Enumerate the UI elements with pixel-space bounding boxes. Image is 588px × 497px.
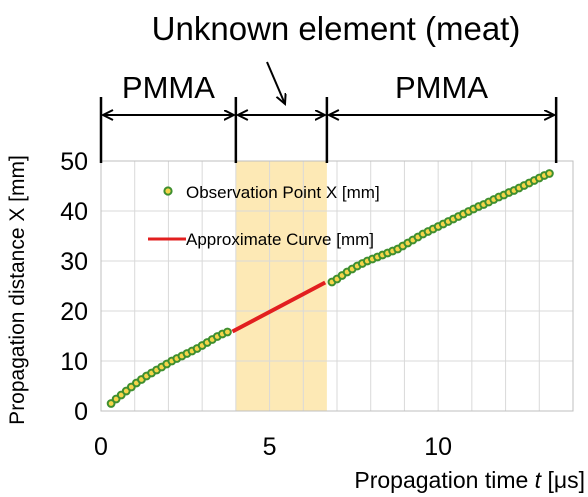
region-arrow-head xyxy=(326,109,340,121)
x-axis-label: Propagation time t [μs] xyxy=(354,467,585,493)
x-tick-label: 5 xyxy=(263,433,277,461)
x-tick-labels: 0 5 10 xyxy=(94,433,452,461)
legend-label-curve: Approximate Curve [mm] xyxy=(186,230,374,249)
approximate-curve xyxy=(231,280,327,334)
y-tick-label: 0 xyxy=(74,398,88,426)
x-tick-label: 10 xyxy=(424,433,452,461)
y-axis-label: Propagation distance X [mm] xyxy=(6,155,29,425)
region-label: PMMA xyxy=(395,70,488,105)
observation-points xyxy=(106,169,554,408)
y-tick-label: 20 xyxy=(60,298,88,326)
x-tick-label: 0 xyxy=(94,433,108,461)
x-axis-label-unit: [μs] xyxy=(541,467,585,493)
legend-point-marker xyxy=(163,186,173,196)
region-arrow-head xyxy=(100,109,114,121)
region-header: Unknown element (meat) xyxy=(152,10,521,47)
y-tick-label: 40 xyxy=(60,198,88,226)
legend-label-observation: Observation Point X [mm] xyxy=(186,183,380,202)
legend: Observation Point X [mm] Approximate Cur… xyxy=(148,183,380,249)
observation-point xyxy=(545,169,554,178)
header-pointer-arrow xyxy=(266,61,285,104)
region-label: PMMA xyxy=(122,70,215,105)
plot-border xyxy=(100,160,574,412)
region-brackets: PMMA PMMA xyxy=(99,70,558,163)
y-tick-labels: 0 10 20 30 40 50 xyxy=(60,148,88,426)
x-axis-label-text: Propagation time xyxy=(354,467,534,493)
observation-point xyxy=(223,327,232,337)
y-tick-label: 10 xyxy=(60,348,88,376)
unknown-element-highlight xyxy=(235,161,327,411)
region-arrow-head xyxy=(235,109,249,121)
x-axis-label-variable: t xyxy=(535,467,543,493)
approximate-curve-line xyxy=(231,280,327,334)
y-tick-label: 30 xyxy=(60,248,88,276)
y-tick-label: 50 xyxy=(60,148,88,176)
